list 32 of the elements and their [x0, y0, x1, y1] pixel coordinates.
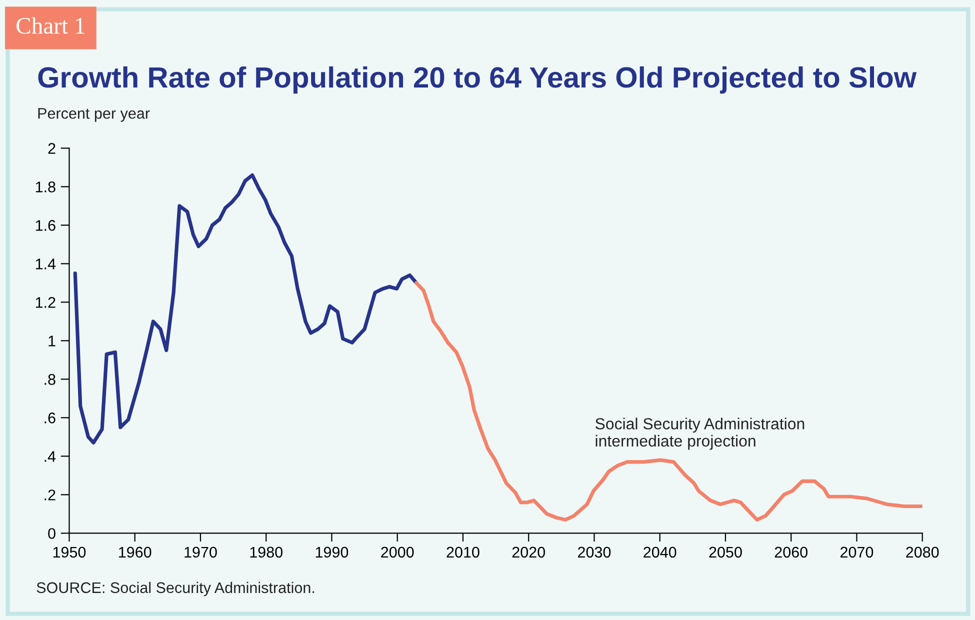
x-tick-label: 1990 — [316, 546, 348, 558]
x-tick-label: 1960 — [119, 546, 152, 558]
x-tick-label: 2080 — [906, 546, 939, 558]
line-series — [414, 281, 922, 522]
y-tick-label: .2 — [44, 490, 56, 500]
caption: Chart 1 — [16, 17, 84, 34]
y-tick-label: 1.8 — [36, 182, 56, 192]
x-tick-label: 2020 — [512, 546, 545, 558]
y-axis-title: Percent per year — [38, 108, 150, 122]
y-tick-label: .8 — [44, 374, 56, 385]
x-tick-label: 2030 — [578, 546, 611, 558]
annotation: Social Security Administration intermediate projection — [595, 418, 804, 450]
x-tick-label: 1980 — [250, 546, 282, 558]
x-tick-label: 2060 — [774, 546, 808, 558]
y-tick-label: .4 — [44, 451, 56, 462]
y-tick-label: 1.4 — [36, 258, 56, 270]
y-tick-label: 2 — [48, 143, 56, 154]
y-tick-label: 1.6 — [36, 220, 56, 231]
y-tick-label: .6 — [44, 412, 56, 424]
x-tick-label: 2010 — [446, 546, 480, 558]
x-tick-label: 2000 — [381, 546, 414, 558]
x-tick-label: 1950 — [53, 546, 86, 558]
chart-title: Growth Rate of Population 20 to 64 Years Old Projected to Slow — [38, 66, 917, 94]
source-note: SOURCE: Social Security Administration. — [36, 582, 314, 596]
x-tick-label: 2040 — [644, 546, 676, 558]
y-tick-label: 1.2 — [36, 297, 56, 308]
line-series — [73, 173, 418, 445]
x-tick-label: 2050 — [709, 546, 742, 558]
y-tick-label: 0 — [48, 528, 56, 539]
x-tick-label: 2070 — [840, 546, 874, 558]
y-tick-label: 1 — [48, 336, 56, 346]
x-tick-label: 1970 — [184, 546, 217, 558]
